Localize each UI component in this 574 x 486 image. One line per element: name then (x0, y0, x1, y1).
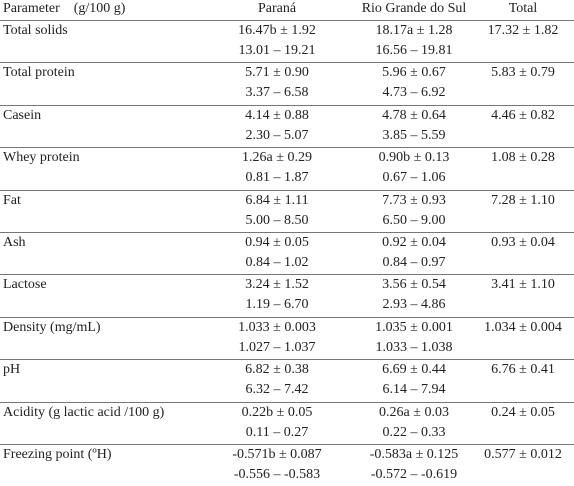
cell: 3.24 ± 1.52 (245, 277, 309, 293)
cell: 18.17a ± 1.28 (375, 23, 453, 38)
row-rule (0, 274, 574, 276)
cell: 2.30 – 5.07 (245, 127, 309, 143)
cell: 3.37 – 6.58 (245, 85, 309, 101)
cell: 1.035 ± 0.001 (375, 319, 453, 335)
cell: 0.11 – 0.27 (245, 424, 309, 440)
cell: 7.73 ± 0.93 (382, 192, 446, 208)
cell: 1.19 – 6.70 (245, 297, 309, 313)
cell: 6.14 – 7.94 (382, 382, 446, 398)
row-label: Casein (3, 107, 42, 123)
cell: 5.00 – 8.50 (245, 212, 309, 228)
cell: 4.78 ± 0.64 (382, 107, 446, 123)
row-rule (0, 232, 574, 233)
row-rule (0, 444, 574, 445)
cell: 0.92 ± 0.04 (382, 235, 446, 250)
row-label: pH (3, 362, 21, 378)
cell: 3.56 ± 0.54 (382, 277, 446, 293)
cell: 0.93 ± 0.04 (491, 235, 555, 250)
row-label: Acidity (g lactic acid /100 g) (3, 404, 165, 420)
row-label: Density (mg/mL) (3, 319, 101, 335)
cell: 1.08 ± 0.28 (491, 150, 555, 166)
row-rule (0, 20, 574, 21)
cell: 0.94 ± 0.05 (245, 235, 309, 250)
column-header: Total (508, 1, 538, 16)
row-rule (0, 189, 574, 191)
cell: 4.14 ± 0.88 (245, 107, 309, 123)
cell: 17.32 ± 1.82 (487, 23, 559, 38)
cell: 0.84 – 0.97 (382, 255, 446, 270)
cell: 1.033 – 1.038 (375, 339, 453, 355)
cell: 1.027 – 1.037 (238, 339, 316, 355)
cell: 6.84 ± 1.11 (245, 192, 309, 208)
row-label: Total protein (3, 65, 75, 81)
cell: 0.577 ± 0.012 (484, 447, 562, 462)
row-label: Whey protein (3, 150, 80, 166)
cell: 0.22b ± 0.05 (241, 404, 313, 420)
cell: 5.71 ± 0.90 (245, 65, 309, 81)
cell: 1.26a ± 0.29 (242, 150, 312, 166)
cell: 0.81 – 1.87 (245, 170, 309, 186)
cell: -0.571b ± 0.087 (232, 447, 322, 462)
cell: 6.76 ± 0.41 (491, 362, 555, 378)
cell: 0.24 ± 0.05 (491, 404, 555, 420)
cell: 5.96 ± 0.67 (382, 65, 446, 81)
cell: 5.83 ± 0.79 (491, 65, 555, 81)
cell: 2.93 – 4.86 (382, 297, 446, 313)
cell: 6.69 ± 0.44 (382, 362, 446, 378)
row-rule (0, 104, 574, 106)
cell: 0.90b ± 0.13 (378, 150, 450, 166)
cell: 7.28 ± 1.10 (491, 192, 555, 208)
row-label: Lactose (3, 277, 47, 293)
cell: 0.22 – 0.33 (382, 424, 446, 440)
cell: 6.32 – 7.42 (245, 382, 309, 398)
row-rule (0, 62, 574, 64)
cell: 13.01 – 19.21 (238, 43, 316, 58)
cell: 16.47b ± 1.92 (238, 23, 316, 38)
cell: -0.583a ± 0.125 (369, 447, 459, 462)
column-header: Parameter (g/100 g) (3, 1, 126, 16)
cell: 1.034 ± 0.004 (484, 319, 562, 335)
cell: 4.73 – 6.92 (382, 85, 446, 101)
column-header: Rio Grande do Sul (361, 1, 467, 16)
column-header: Paraná (257, 1, 297, 16)
cell: 16.56 – 19.81 (375, 43, 453, 58)
row-label: Ash (3, 235, 26, 250)
row-rule (0, 147, 574, 149)
cell: 6.50 – 9.00 (382, 212, 446, 228)
row-rule (0, 359, 574, 361)
cell: 4.46 ± 0.82 (491, 107, 555, 123)
cell: 0.84 – 1.02 (245, 255, 309, 270)
cell: 0.67 – 1.06 (382, 170, 446, 186)
cell: 0.26a ± 0.03 (379, 404, 449, 420)
row-rule (0, 401, 574, 403)
cell: 3.41 ± 1.10 (491, 277, 555, 293)
row-rule (0, 316, 574, 318)
cell: 6.82 ± 0.38 (245, 362, 309, 378)
row-label: Fat (3, 192, 21, 208)
row-label: Freezing point (ºH) (3, 447, 112, 462)
cell: -0.572 – -0.619 (370, 467, 458, 482)
cell: 3.85 – 5.59 (382, 127, 446, 143)
cell: 1.033 ± 0.003 (238, 319, 316, 335)
row-label: Total solids (3, 23, 68, 38)
cell: -0.556 – -0.583 (233, 467, 321, 482)
